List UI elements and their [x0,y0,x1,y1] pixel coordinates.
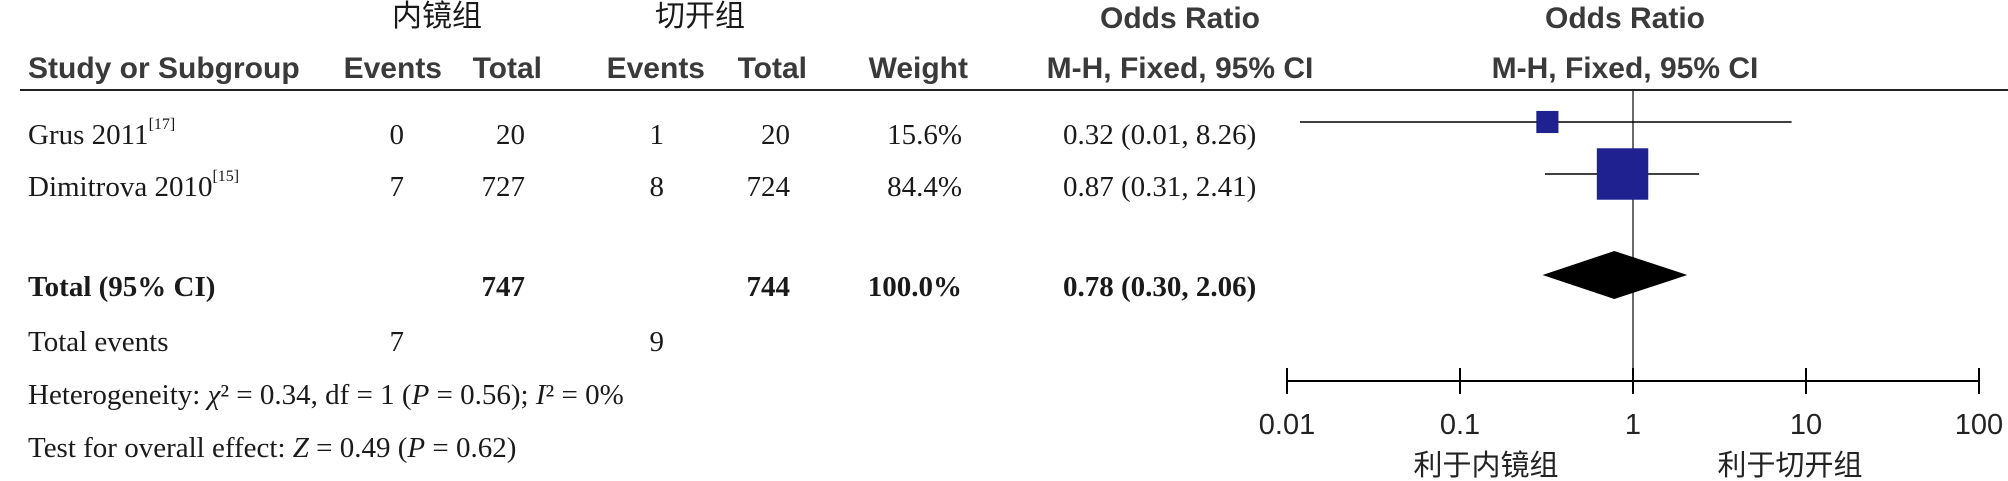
total-total2: 744 [746,271,791,303]
x-tick-label-1: 0.01 [1259,409,1315,441]
study-name-1: Grus 2011[17] [28,116,176,151]
total-total1: 747 [481,271,526,303]
method-left-header: M-H, Fixed, 95% CI [1046,52,1314,85]
weight-box-2 [1596,148,1649,200]
study-2-weight: 84.4% [887,171,962,203]
group2-header: 切开组 [655,0,745,34]
study-2-total2: 724 [746,171,791,203]
total-weight: 100.0% [867,271,962,303]
study-1-events2: 1 [649,119,665,151]
study-1-events1: 0 [389,119,405,151]
favours-right-label: 利于切开组 [1717,448,1862,481]
total-events-label: Total events [28,326,169,358]
study-1-weight: 15.6% [887,119,962,151]
study-1-ci: 0.32 (0.01, 8.26) [1063,119,1257,151]
overall-effect-line: Test for overall effect: Z = 0.49 (P = 0… [28,432,517,464]
study-ref-2: [15] [212,168,240,185]
study-2-events1: 7 [389,171,405,203]
total1-header: Total [472,52,542,85]
odds-ratio-right-header: Odds Ratio [1544,2,1705,35]
x-tick-label-2: 0.1 [1440,409,1480,441]
header-rule [20,89,2008,91]
weight-box-1 [1536,110,1559,134]
total-events1: 7 [389,326,405,358]
weight-header: Weight [868,52,968,85]
study-ref-1: [17] [148,116,176,133]
heterogeneity-line: Heterogeneity: χ² = 0.34, df = 1 (P = 0.… [28,379,624,411]
x-tick-label-3: 1 [1625,409,1641,441]
group1-header: 内镜组 [392,0,482,34]
study-2-events2: 8 [649,171,665,203]
events2-header: Events [606,52,705,85]
pooled-diamond [1542,251,1688,299]
study-1-total2: 20 [761,119,790,151]
study-2-ci: 0.87 (0.31, 2.41) [1063,171,1257,203]
study-1-total1: 20 [496,119,525,151]
x-tick-label-4: 10 [1790,409,1822,441]
total-label: Total (95% CI) [28,271,216,303]
method-right-header: M-H, Fixed, 95% CI [1491,52,1759,85]
study-2-total1: 727 [481,171,526,203]
total-events2: 9 [649,326,665,358]
x-tick-label-5: 100 [1955,409,2003,441]
odds-ratio-left-header: Odds Ratio [1099,2,1260,35]
total-ci: 0.78 (0.30, 2.06) [1063,271,1257,303]
events1-header: Events [343,52,442,85]
total2-header: Total [737,52,807,85]
study-column-header: Study or Subgroup [28,52,300,85]
favours-left-label: 利于内镜组 [1413,448,1558,481]
study-name-2: Dimitrova 2010[15] [28,168,240,203]
